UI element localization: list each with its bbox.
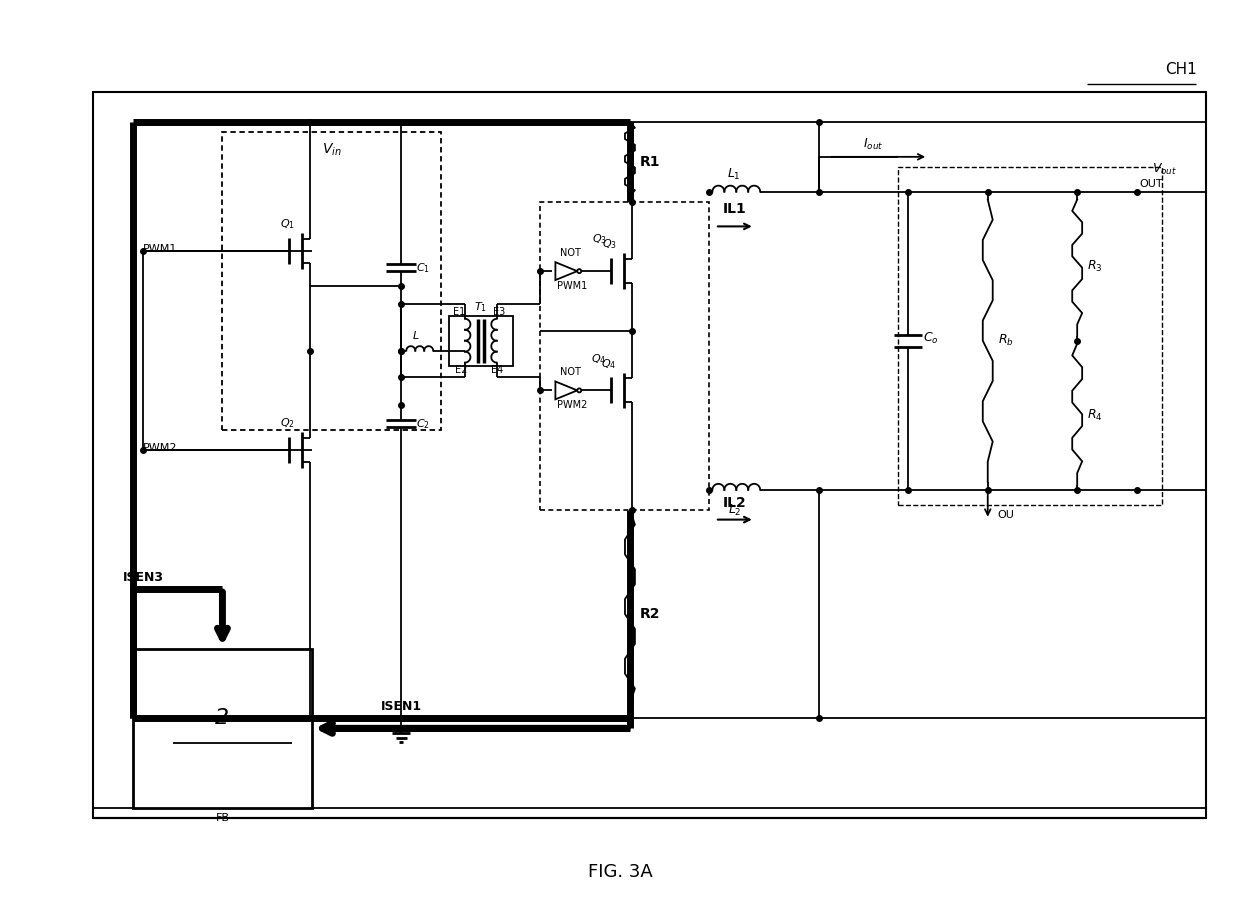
Bar [133, 649, 312, 808]
Text: FIG. 3A: FIG. 3A [588, 864, 652, 882]
Text: $C_2$: $C_2$ [417, 417, 430, 430]
Text: NOT: NOT [560, 248, 582, 258]
Text: $R_b$: $R_b$ [998, 333, 1013, 349]
Text: $C_1$: $C_1$ [417, 261, 430, 275]
Text: R1: R1 [640, 155, 661, 168]
Text: PWM1: PWM1 [143, 244, 177, 254]
Text: E4: E4 [491, 365, 503, 375]
Text: E2: E2 [455, 365, 467, 375]
Text: IL2: IL2 [723, 496, 746, 510]
Text: $Q_2$: $Q_2$ [279, 417, 294, 430]
Text: $Q_4$: $Q_4$ [601, 357, 616, 370]
Text: $Q_3$: $Q_3$ [591, 232, 606, 247]
Bar [541, 201, 709, 510]
Text: CH1: CH1 [1164, 62, 1197, 77]
Text: NOT: NOT [560, 368, 582, 378]
Text: $V_{in}$: $V_{in}$ [322, 142, 342, 158]
Text: $T_1$: $T_1$ [475, 300, 487, 314]
Bar [93, 92, 1207, 818]
Bar [898, 167, 1162, 505]
Text: ISEN3: ISEN3 [123, 571, 164, 584]
Text: OU: OU [998, 510, 1014, 520]
Text: OUT: OUT [1140, 178, 1163, 188]
Text: PWM2: PWM2 [143, 443, 177, 453]
Text: FB: FB [216, 813, 229, 823]
Bar [222, 132, 441, 430]
Text: $I_{out}$: $I_{out}$ [863, 136, 884, 152]
Text: $Q_3$: $Q_3$ [601, 238, 616, 251]
Text: $C_o$: $C_o$ [923, 331, 939, 347]
Text: $R_4$: $R_4$ [1087, 408, 1102, 423]
Text: L: L [413, 330, 419, 340]
Text: R2: R2 [640, 607, 661, 621]
Text: 2: 2 [216, 708, 229, 728]
Text: $Q_1$: $Q_1$ [279, 217, 295, 231]
Text: $R_3$: $R_3$ [1087, 258, 1102, 274]
Text: $V_{out}$: $V_{out}$ [1152, 162, 1177, 177]
Text: E3: E3 [492, 307, 505, 317]
Text: E1: E1 [453, 307, 465, 317]
Text: $L_1$: $L_1$ [728, 167, 742, 182]
Text: $Q_4$: $Q_4$ [591, 352, 606, 366]
Text: IL1: IL1 [723, 202, 746, 217]
Bar [449, 316, 512, 366]
Text: ISEN1: ISEN1 [381, 701, 422, 713]
Text: PWM2: PWM2 [558, 400, 588, 410]
Text: $L_2$: $L_2$ [728, 502, 742, 518]
Text: PWM1: PWM1 [558, 281, 588, 291]
